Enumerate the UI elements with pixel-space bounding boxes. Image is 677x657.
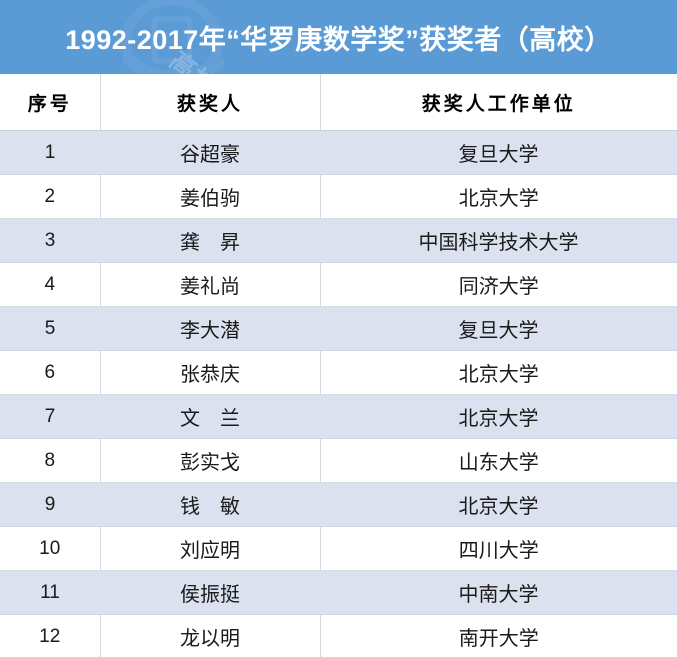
cell-name: 彭实戈 <box>100 438 321 483</box>
cell-org: 山东大学 <box>320 438 677 483</box>
table-row: 9 钱 敏 北京大学 <box>0 482 677 527</box>
table-row: 6 张恭庆 北京大学 <box>0 350 677 395</box>
cell-org: 南开大学 <box>320 614 677 657</box>
cell-no: 5 <box>0 306 100 351</box>
table-row: 10 刘应明 四川大学 <box>0 526 677 571</box>
cell-name: 谷超豪 <box>100 130 320 175</box>
cell-org: 北京大学 <box>320 350 677 395</box>
cell-name: 文 兰 <box>100 394 320 439</box>
cell-name: 张恭庆 <box>100 350 321 395</box>
cell-name: 龙以明 <box>100 614 321 657</box>
award-table-wrap: 序号 获奖人 获奖人工作单位 1 谷超豪 复旦大学 2 姜伯驹 北京大学 3 <box>0 74 677 657</box>
cell-no: 6 <box>0 350 101 395</box>
table-row: 2 姜伯驹 北京大学 <box>0 174 677 219</box>
cell-org: 四川大学 <box>320 526 677 571</box>
table-header-row: 序号 获奖人 获奖人工作单位 <box>0 74 677 131</box>
page-title: 1992-2017年“华罗庚数学奖”获奖者（高校） <box>65 24 612 55</box>
table-row: 5 李大潜 复旦大学 <box>0 306 677 351</box>
cell-org: 中南大学 <box>320 570 677 615</box>
column-header-org: 获奖人工作单位 <box>320 74 677 131</box>
table-row: 8 彭实戈 山东大学 <box>0 438 677 483</box>
table-row: 7 文 兰 北京大学 <box>0 394 677 439</box>
cell-no: 7 <box>0 394 100 439</box>
cell-name: 龚 昇 <box>100 218 320 263</box>
cell-name: 李大潜 <box>100 306 320 351</box>
column-header-no: 序号 <box>0 74 101 131</box>
table-row: 11 侯振挺 中南大学 <box>0 570 677 615</box>
cell-org: 复旦大学 <box>320 306 677 351</box>
cell-name: 姜礼尚 <box>100 262 321 307</box>
table-row: 3 龚 昇 中国科学技术大学 <box>0 218 677 263</box>
cell-name: 姜伯驹 <box>100 174 321 219</box>
cell-no: 10 <box>0 526 101 571</box>
cell-no: 8 <box>0 438 101 483</box>
table-row: 12 龙以明 南开大学 <box>0 614 677 657</box>
cell-name: 侯振挺 <box>100 570 320 615</box>
cell-name: 刘应明 <box>100 526 321 571</box>
column-header-name: 获奖人 <box>100 74 321 131</box>
cell-org: 中国科学技术大学 <box>320 218 677 263</box>
cell-no: 2 <box>0 174 101 219</box>
cell-org: 复旦大学 <box>320 130 677 175</box>
cell-no: 3 <box>0 218 100 263</box>
cell-no: 1 <box>0 130 100 175</box>
table-row: 1 谷超豪 复旦大学 <box>0 130 677 175</box>
page-title-bar: 高校科技进展 1992-2017年“华罗庚数学奖”获奖者（高校） <box>0 0 677 74</box>
table-row: 4 姜礼尚 同济大学 <box>0 262 677 307</box>
cell-org: 北京大学 <box>320 482 677 527</box>
cell-no: 9 <box>0 482 100 527</box>
table-body: 1 谷超豪 复旦大学 2 姜伯驹 北京大学 3 龚 昇 中国科学技术大学 4 姜… <box>0 130 677 657</box>
table-header: 序号 获奖人 获奖人工作单位 <box>0 74 677 131</box>
cell-no: 4 <box>0 262 101 307</box>
award-table: 序号 获奖人 获奖人工作单位 1 谷超豪 复旦大学 2 姜伯驹 北京大学 3 <box>0 74 677 657</box>
cell-no: 11 <box>0 570 100 615</box>
cell-no: 12 <box>0 614 101 657</box>
cell-org: 北京大学 <box>320 394 677 439</box>
cell-org: 北京大学 <box>320 174 677 219</box>
cell-name: 钱 敏 <box>100 482 320 527</box>
cell-org: 同济大学 <box>320 262 677 307</box>
